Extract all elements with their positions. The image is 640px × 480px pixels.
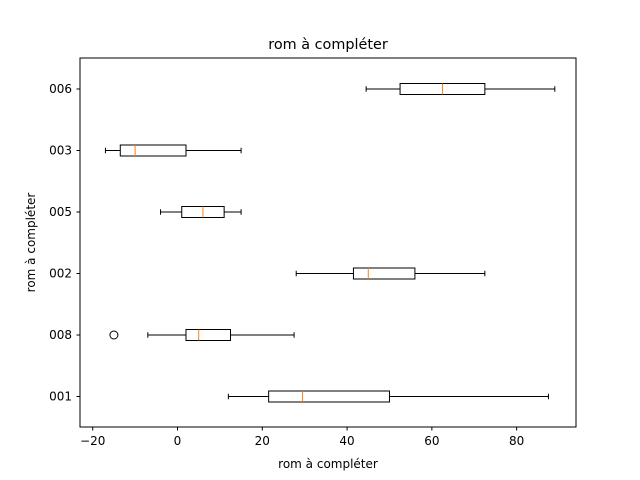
box-group-008 <box>109 329 295 341</box>
box-group-002 <box>295 267 486 280</box>
x-tick-label: 80 <box>509 434 524 448</box>
y-tick-label: 008 <box>49 328 72 342</box>
x-tick-label: 60 <box>424 434 439 448</box>
box-group-003 <box>104 144 242 157</box>
x-tick-label: −20 <box>80 434 105 448</box>
x-tick-label: 40 <box>339 434 354 448</box>
x-tick-label: 0 <box>174 434 182 448</box>
box-group-005 <box>160 206 242 218</box>
x-axis-title: rom à compléter <box>278 457 378 471</box>
y-tick-label: 002 <box>49 267 72 281</box>
y-axis-title: rom à compléter <box>24 193 38 293</box>
x-tick-label: 20 <box>255 434 270 448</box>
chart-title: rom à compléter <box>268 37 388 53</box>
y-tick-label: 001 <box>49 390 72 404</box>
y-axis: 001 008 002 005 003 006 <box>49 82 80 404</box>
box-iqr <box>119 144 187 157</box>
y-tick-label: 003 <box>49 144 72 158</box>
box-group-001 <box>227 390 549 403</box>
box-iqr <box>185 329 231 341</box>
box-iqr <box>352 267 416 280</box>
plot-area <box>104 83 556 403</box>
y-tick-label: 006 <box>49 82 72 96</box>
outlier-point <box>109 330 119 340</box>
x-axis: −20 0 20 40 60 80 <box>80 427 524 448</box>
box-group-006 <box>365 83 556 95</box>
plot-frame <box>79 57 577 428</box>
box-iqr <box>268 390 390 403</box>
y-tick-label: 005 <box>49 205 72 219</box>
